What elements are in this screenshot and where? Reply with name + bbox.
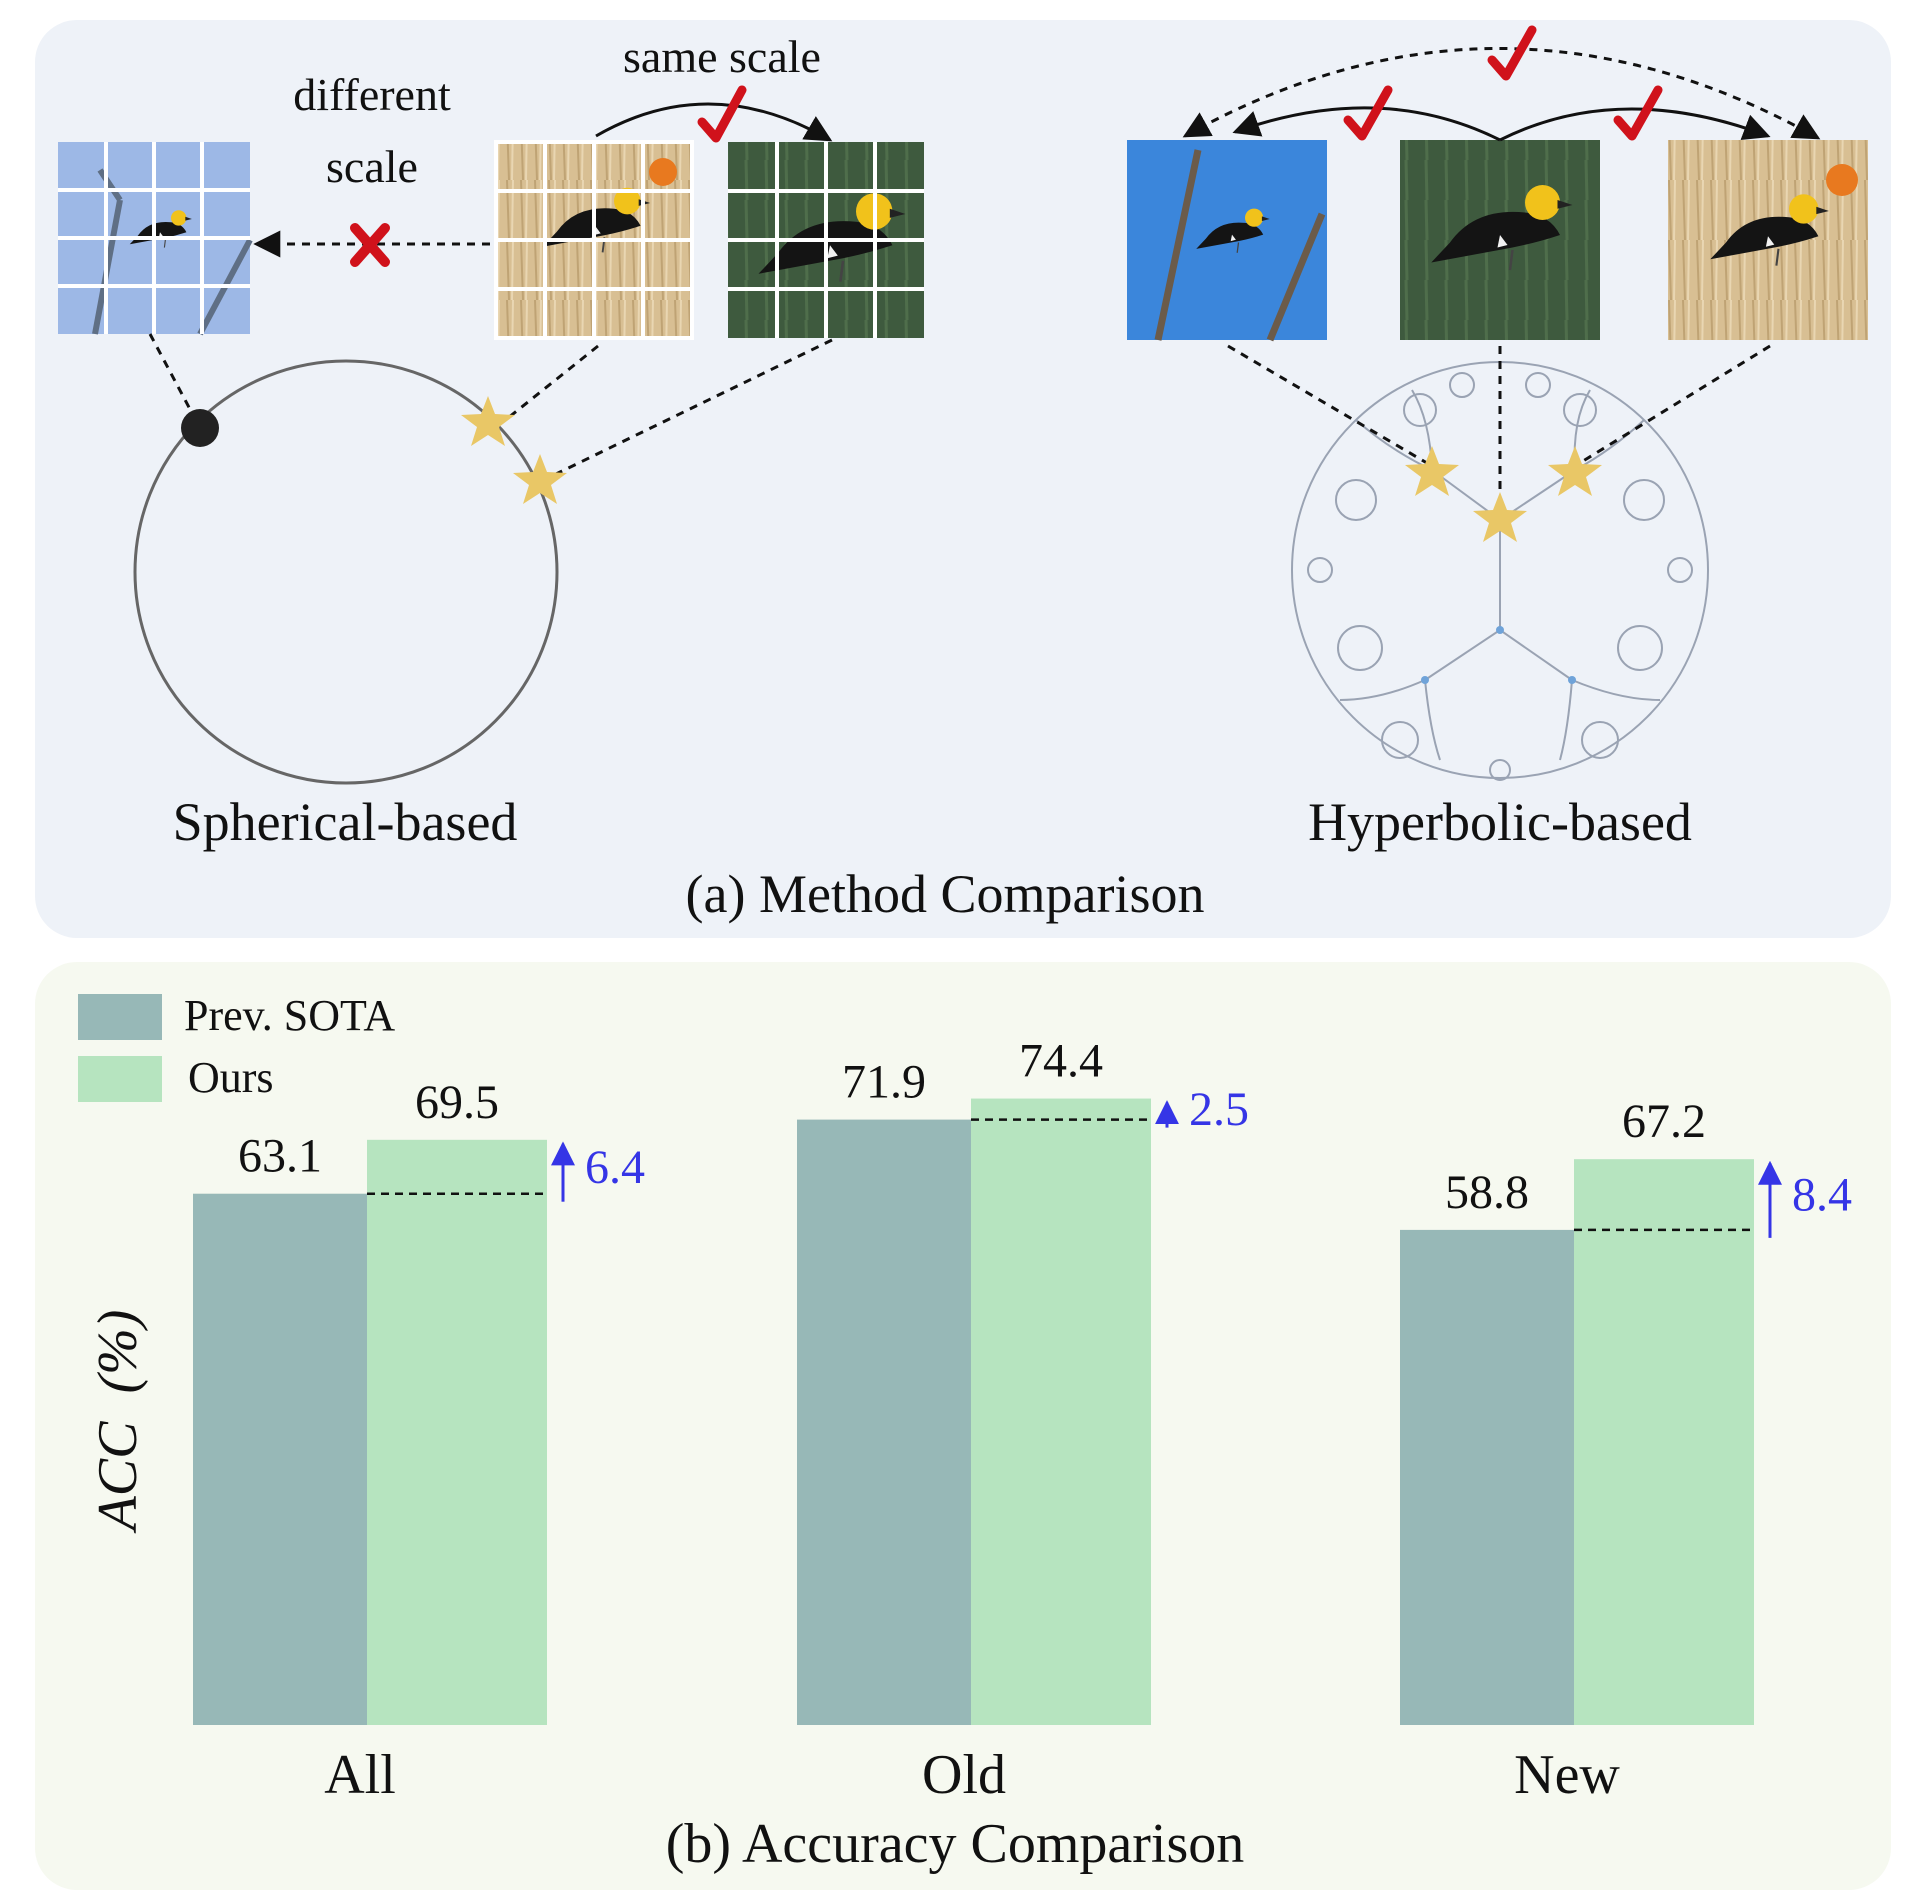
different-scale-label-2: scale [326,141,418,192]
category-label-old: Old [922,1744,1006,1806]
legend-label-ours: Ours [188,1053,274,1102]
disc-node-right [1568,676,1576,684]
dot-icon [181,409,219,447]
bar-prev-sota-old [797,1120,971,1725]
spherical-label: Spherical-based [173,792,518,852]
data-label-prev-all: 63.1 [238,1130,322,1183]
legend-label-prev: Prev. SOTA [184,991,395,1040]
legend-swatch-prev [78,994,162,1040]
data-label-ours-new: 67.2 [1622,1095,1706,1148]
legend-swatch-ours [78,1056,162,1102]
bird-image-close [1400,140,1600,340]
disc-node-left [1421,676,1429,684]
category-label-new: New [1514,1744,1620,1806]
data-label-ours-all: 69.5 [415,1076,499,1129]
bar-ours-old [971,1099,1151,1725]
bird-image-reed [1668,140,1868,340]
bird-image-green-grid [728,142,924,338]
gain-label-old: 2.5 [1189,1083,1249,1136]
bar-ours-new [1574,1159,1754,1725]
panel-b-caption: (b) Accuracy Comparison [666,1813,1244,1875]
hyperbolic-label: Hyperbolic-based [1308,792,1692,852]
bar-prev-sota-new [1400,1230,1574,1725]
disc-node-center [1496,626,1504,634]
data-label-prev-old: 71.9 [842,1056,926,1109]
data-label-ours-old: 74.4 [1019,1035,1103,1088]
bird-image-reed-grid [496,142,692,338]
same-scale-label: same scale [623,31,821,82]
gain-label-new: 8.4 [1792,1169,1852,1222]
different-scale-label: different [293,69,451,120]
bird-image-far-grid [58,142,250,334]
orange-head [649,158,677,186]
bird-image-far [1127,140,1327,340]
bar-prev-sota-all [193,1194,367,1725]
data-label-prev-new: 58.8 [1445,1166,1529,1219]
gain-label-all: 6.4 [585,1141,645,1194]
y-axis-label: ACC (%) [87,1310,149,1535]
category-label-all: All [324,1744,396,1806]
panel-a-caption: (a) Method Comparison [686,864,1205,924]
bar-ours-all [367,1140,547,1725]
